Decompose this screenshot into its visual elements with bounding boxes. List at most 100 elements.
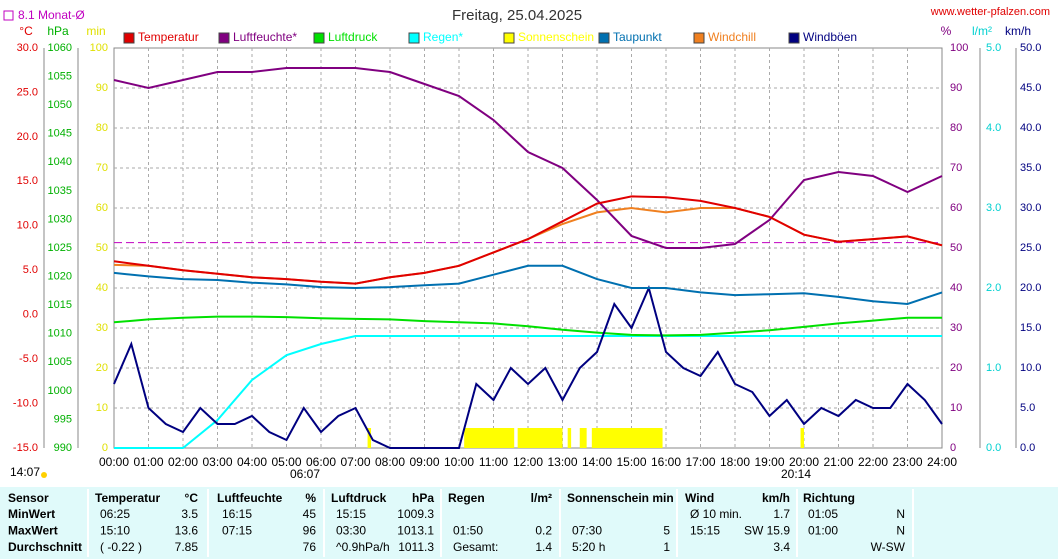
- series-line: [113, 315, 942, 337]
- table-cell: 3.4: [773, 540, 790, 554]
- table-cell: ^0.9hPa/h: [336, 540, 390, 554]
- table-cell: 7.85: [175, 540, 199, 554]
- table-bg: [0, 487, 1058, 559]
- avg-legend: 8.1 Monat-Ø: [18, 8, 85, 22]
- x-tick-label: 02:00: [168, 455, 198, 469]
- sun-bar: [517, 428, 563, 448]
- x-tick-label: 17:00: [685, 455, 715, 469]
- x-tick-label: 16:00: [651, 455, 681, 469]
- x-tick-label: 09:00: [409, 455, 439, 469]
- table-cell: 06:25: [100, 507, 130, 521]
- y-tick-label: 25.0: [1020, 242, 1041, 254]
- table-cell: Regen: [448, 491, 485, 505]
- annotation: 14:07: [10, 465, 40, 479]
- series-line: [114, 335, 942, 449]
- x-tick-label: 04:00: [237, 455, 267, 469]
- table-cell: MaxWert: [8, 524, 58, 538]
- legend-label: Taupunkt: [613, 30, 662, 44]
- table-cell: Sonnenschein min: [567, 491, 674, 505]
- legend-label: Luftdruck: [328, 30, 378, 44]
- axis-unit: %: [941, 24, 952, 38]
- y-tick-label: -10.0: [13, 397, 38, 409]
- y-tick-label: 10.0: [1020, 362, 1041, 374]
- table-cell: 1.4: [535, 540, 552, 554]
- axis-unit: km/h: [1005, 24, 1031, 38]
- series-line: [113, 195, 943, 285]
- table-cell: 01:50: [453, 524, 483, 538]
- y-tick-label: 4.0: [986, 122, 1001, 134]
- y-tick-label: 1.0: [986, 362, 1001, 374]
- x-tick-label: 24:00: [927, 455, 957, 469]
- legend-label: Regen*: [423, 30, 463, 44]
- table-cell: 16:15: [222, 507, 252, 521]
- y-tick-label: 80: [96, 122, 108, 134]
- x-tick-label: 07:00: [340, 455, 370, 469]
- y-tick-label: 40.0: [1020, 122, 1041, 134]
- y-tick-label: 20: [96, 362, 108, 374]
- y-tick-label: 70: [96, 162, 108, 174]
- x-tick-label: 00:00: [99, 455, 129, 469]
- legend-swatch: [788, 32, 800, 44]
- y-tick-label: 30.0: [17, 42, 38, 54]
- sun-bar: [800, 428, 804, 448]
- y-tick-label: 20.0: [17, 131, 38, 143]
- table-cell: 5:20 h: [572, 540, 605, 554]
- table-cell: °C: [185, 491, 199, 505]
- y-tick-label: 0.0: [23, 309, 38, 321]
- source: www.wetter-pfalzen.com: [930, 6, 1050, 18]
- chart-title: Freitag, 25.04.2025: [452, 7, 582, 24]
- table-cell: SW 15.9: [744, 524, 790, 538]
- y-tick-label: 5.0: [23, 264, 38, 276]
- y-tick-label: 30: [96, 322, 108, 334]
- sun-bar: [464, 428, 515, 448]
- y-tick-label: -15.0: [13, 442, 38, 454]
- table-cell: 0.2: [535, 524, 552, 538]
- table-cell: Luftdruck: [331, 491, 387, 505]
- table-cell: l/m²: [531, 491, 552, 505]
- y-tick-label: 50: [950, 242, 962, 254]
- x-tick-label: 12:00: [513, 455, 543, 469]
- table-cell: 45: [303, 507, 317, 521]
- table-cell: 76: [303, 540, 317, 554]
- y-tick-label: 50: [96, 242, 108, 254]
- axis-unit: min: [86, 24, 105, 38]
- y-tick-label: 5.0: [986, 42, 1001, 54]
- x-tick-label: 19:00: [754, 455, 784, 469]
- table-cell: 1.7: [773, 507, 790, 521]
- sun-bar: [591, 428, 663, 448]
- table-cell: %: [305, 491, 316, 505]
- sunset: 20:14: [781, 467, 811, 481]
- y-tick-label: 45.0: [1020, 82, 1041, 94]
- table-cell: 96: [303, 524, 317, 538]
- y-tick-label: 30: [950, 322, 962, 334]
- legend-swatch: [313, 32, 325, 44]
- x-tick-label: 13:00: [547, 455, 577, 469]
- axis-unit: °C: [19, 24, 33, 38]
- y-tick-label: 1055: [48, 70, 72, 82]
- y-tick-label: 20: [950, 362, 962, 374]
- y-tick-label: 1000: [48, 385, 72, 397]
- x-tick-label: 18:00: [720, 455, 750, 469]
- table: Sensor Temperatur °C Luftfeuchte% Luftdruck h…: [8, 489, 914, 557]
- table-cell: 07:15: [222, 524, 252, 538]
- legend-label: Luftfeuchte*: [233, 30, 297, 44]
- avg-legend-box: [3, 10, 14, 21]
- legend-label: Sonnenschein: [518, 30, 594, 44]
- table-cell: 07:30: [572, 524, 602, 538]
- legend-swatch: [503, 32, 515, 44]
- y-tick-label: 0.0: [1020, 442, 1035, 454]
- y-tick-label: 1030: [48, 213, 72, 225]
- y-tick-label: 40: [950, 282, 962, 294]
- x-tick-label: 23:00: [892, 455, 922, 469]
- y-tick-label: 10.0: [17, 220, 38, 232]
- y-tick-label: 995: [54, 413, 72, 425]
- y-tick-label: 15.0: [17, 175, 38, 187]
- series-line: [113, 67, 943, 249]
- y-tick-label: 20.0: [1020, 282, 1041, 294]
- x-tick-label: 22:00: [858, 455, 888, 469]
- x-tick-label: 05:00: [271, 455, 301, 469]
- table-cell: 13.6: [175, 524, 199, 538]
- table-cell: 1: [663, 540, 670, 554]
- y-tick-label: 990: [54, 442, 72, 454]
